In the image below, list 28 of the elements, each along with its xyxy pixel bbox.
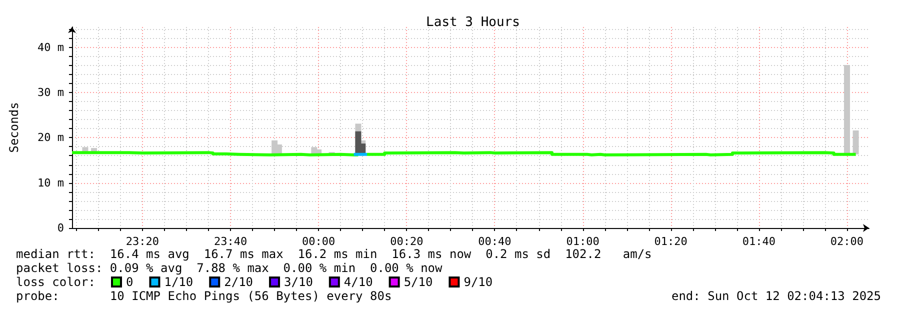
y-tick-label: 10 m — [38, 176, 64, 190]
x-tick-label: 01:40 — [742, 235, 776, 248]
y-axis-title: Seconds — [7, 102, 21, 153]
legend-title: loss color: — [16, 275, 96, 289]
chart-title: Last 3 Hours — [426, 15, 520, 30]
text: median rtt: 16.4 ms avg 16.7 ms max 16.2 ms min 16.3 ms now 0.2 ms sd 102.2 am/s — [16, 247, 652, 261]
x-tick-label: 00:40 — [478, 235, 512, 248]
x-tick-label: 02:00 — [830, 235, 864, 248]
text: end: Sun Oct 12 02:04:13 2025 — [671, 289, 881, 303]
legend-label: 2/10 — [224, 275, 254, 289]
legend-label: 5/10 — [404, 275, 433, 289]
y-tick-label: 0 — [57, 222, 64, 234]
legend-label: 3/10 — [284, 275, 313, 289]
legend-label: 0 — [126, 275, 134, 289]
legend-label: 9/10 — [464, 275, 493, 289]
x-tick-label: 01:20 — [654, 235, 688, 248]
legend-label: 4/10 — [344, 275, 373, 289]
x-tick-label: 00:20 — [390, 235, 424, 248]
y-tick-label: 20 m — [38, 131, 64, 144]
legend-label: 1/10 — [164, 275, 194, 289]
y-tick-label: 30 m — [38, 86, 64, 99]
text: probe: 10 ICMP Echo Pings (56 Bytes) every 80s — [16, 289, 392, 303]
y-tick-label: 40 m — [38, 40, 64, 54]
x-tick-label: 23:40 — [214, 235, 248, 248]
x-tick-label: 23:20 — [126, 235, 160, 248]
text: packet loss: 0.09 % avg 7.88 % max 0.00 % min 0.00 % now — [16, 261, 444, 275]
x-tick-label: 01:00 — [566, 235, 600, 248]
x-tick-label: 00:00 — [302, 235, 336, 248]
